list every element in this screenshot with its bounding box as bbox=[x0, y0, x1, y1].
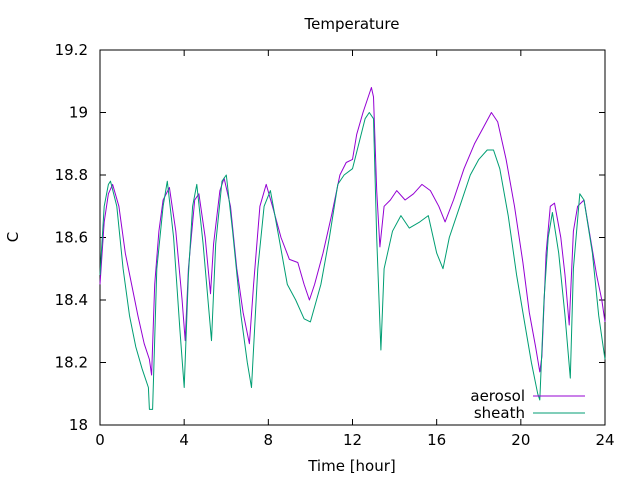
x-tick-label: 24 bbox=[595, 431, 614, 449]
y-tick-label: 18.2 bbox=[55, 354, 88, 372]
plot-frame bbox=[99, 49, 606, 426]
y-tick-label: 19.2 bbox=[55, 41, 88, 59]
series-line-sheath bbox=[99, 112, 606, 410]
series-line-aerosol bbox=[99, 87, 606, 376]
x-axis: 0 4 8 12 16 20 24 bbox=[95, 50, 615, 449]
y-tick-label: 18.8 bbox=[55, 166, 88, 184]
x-axis-label: Time [hour] bbox=[307, 457, 396, 475]
x-tick-label: 20 bbox=[511, 431, 530, 449]
y-tick-label: 18 bbox=[69, 416, 88, 434]
legend-label-aerosol: aerosol bbox=[470, 387, 525, 405]
x-tick-label: 12 bbox=[343, 431, 362, 449]
x-tick-label: 8 bbox=[264, 431, 274, 449]
legend-label-sheath: sheath bbox=[474, 404, 525, 422]
y-tick-label: 18.4 bbox=[55, 291, 88, 309]
y-tick-label: 19 bbox=[69, 104, 88, 122]
y-axis: 18 18.2 18.4 18.6 18.8 19 19.2 bbox=[55, 41, 605, 434]
x-tick-label: 16 bbox=[427, 431, 446, 449]
x-tick-label: 4 bbox=[179, 431, 189, 449]
chart-title: Temperature bbox=[303, 15, 399, 33]
y-axis-label: C bbox=[4, 232, 22, 242]
y-tick-label: 18.6 bbox=[55, 229, 88, 247]
x-tick-label: 0 bbox=[95, 431, 105, 449]
plot-area bbox=[99, 87, 606, 410]
